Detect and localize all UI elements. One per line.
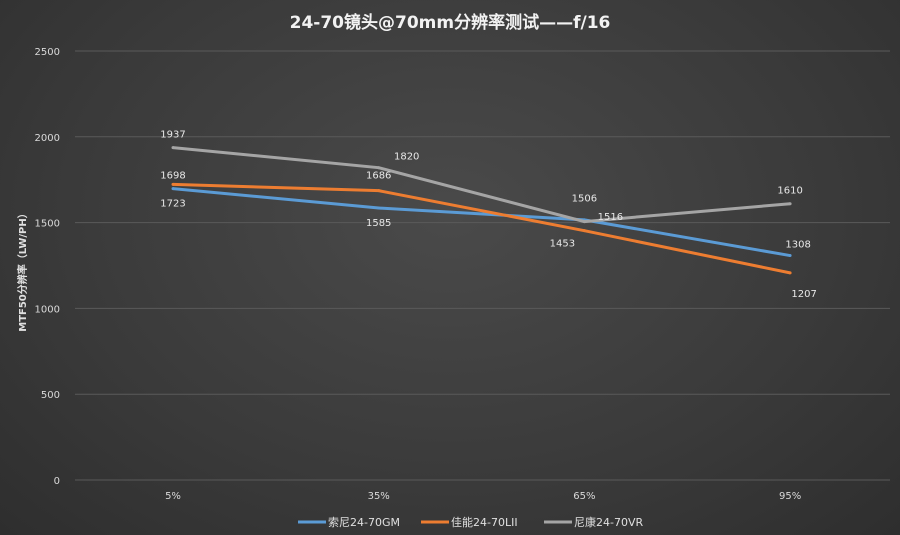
y-tick-label: 1500 <box>35 219 60 230</box>
data-label: 1516 <box>598 212 623 223</box>
chart-title: 24-70镜头@70mm分辨率测试——f/16 <box>290 12 611 33</box>
series-line <box>172 187 791 258</box>
data-label: 1506 <box>572 194 597 205</box>
legend-entry: 尼康24-70VR <box>574 515 643 529</box>
data-label: 1686 <box>366 171 391 182</box>
y-tick-label: 2000 <box>35 133 60 144</box>
y-tick-label: 2500 <box>35 47 60 58</box>
series-line <box>172 182 791 275</box>
data-point <box>788 271 792 275</box>
data-point <box>582 229 586 233</box>
data-label: 1453 <box>550 239 575 250</box>
data-point <box>171 187 175 191</box>
data-point <box>377 166 381 170</box>
data-point <box>788 202 792 206</box>
data-point <box>377 189 381 193</box>
y-tick-label: 0 <box>54 476 60 487</box>
series-line <box>172 146 791 224</box>
data-point <box>171 182 175 186</box>
data-point <box>788 254 792 258</box>
y-tick-label: 1000 <box>35 304 60 315</box>
y-axis-label: MTF50分辨率（LW/PH） <box>16 208 29 332</box>
data-label: 1820 <box>394 152 419 163</box>
legend-entry: 佳能24-70LII <box>451 515 518 529</box>
data-point <box>582 220 586 224</box>
legend-entry: 索尼24-70GM <box>328 515 400 529</box>
data-label: 1698 <box>160 171 185 182</box>
data-label: 1937 <box>160 130 185 141</box>
y-tick-label: 500 <box>41 390 60 401</box>
x-tick-label: 95% <box>779 491 801 502</box>
data-point <box>171 146 175 150</box>
x-tick-label: 65% <box>573 491 595 502</box>
data-point <box>377 206 381 210</box>
x-tick-label: 5% <box>165 491 181 502</box>
data-label: 1585 <box>366 218 391 229</box>
x-tick-label: 35% <box>368 491 390 502</box>
data-label: 1308 <box>785 240 810 251</box>
data-label: 1723 <box>160 198 185 209</box>
data-label: 1207 <box>791 289 816 300</box>
data-label: 1610 <box>777 186 802 197</box>
